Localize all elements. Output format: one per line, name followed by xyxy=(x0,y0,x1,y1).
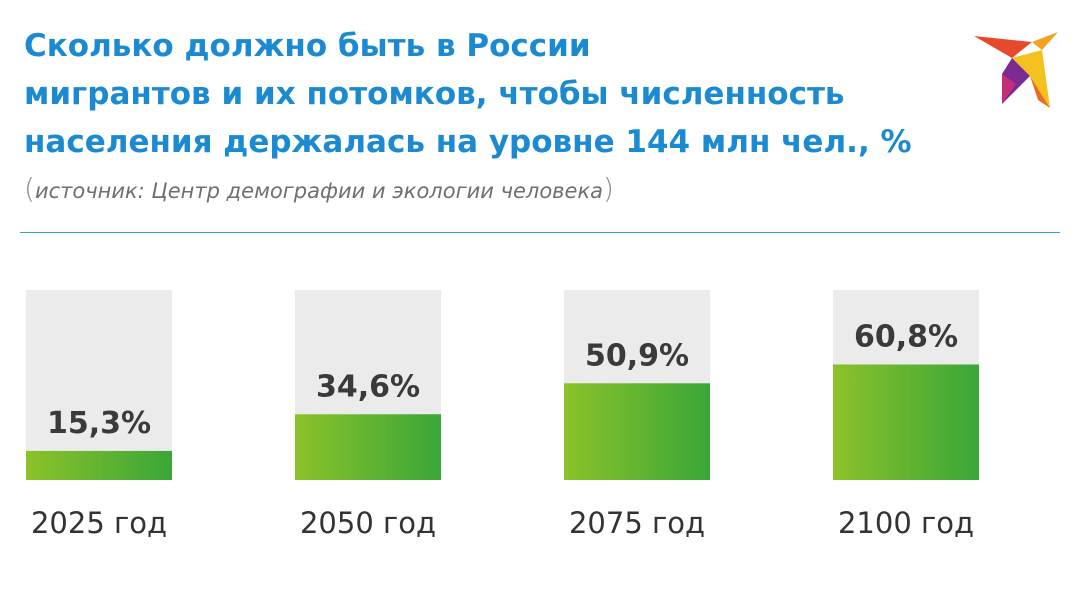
source-close-paren: ) xyxy=(603,172,614,205)
category-label: 2025 год xyxy=(31,506,167,540)
bar xyxy=(833,364,979,480)
bar-value-label: 50,9% xyxy=(585,338,689,373)
title-line-2: мигрантов и их потомков, чтобы численнос… xyxy=(24,76,845,112)
bird-logo-icon xyxy=(974,32,1058,108)
bar-value-label: 34,6% xyxy=(316,369,420,404)
title-line-3: населения держалась на уровне 144 млн че… xyxy=(24,124,912,160)
bar xyxy=(564,383,710,480)
category-label: 2100 год xyxy=(838,506,974,540)
chart-title: Сколько должно быть в России мигрантов и… xyxy=(24,22,944,166)
bar xyxy=(295,414,441,480)
source-text: источник: Центр демографии и экологии че… xyxy=(34,179,604,203)
source-open-paren: ( xyxy=(24,172,35,205)
category-label: 2075 год xyxy=(569,506,705,540)
bar-track xyxy=(26,290,172,480)
title-line-1: Сколько должно быть в России xyxy=(24,28,591,64)
bar xyxy=(26,450,172,480)
bar-value-label: 15,3% xyxy=(47,406,151,441)
source-note: (источник: Центр демографии и экологии ч… xyxy=(24,172,614,205)
bar-value-label: 60,8% xyxy=(854,319,958,354)
header-divider xyxy=(20,232,1060,233)
category-label: 2050 год xyxy=(300,506,436,540)
